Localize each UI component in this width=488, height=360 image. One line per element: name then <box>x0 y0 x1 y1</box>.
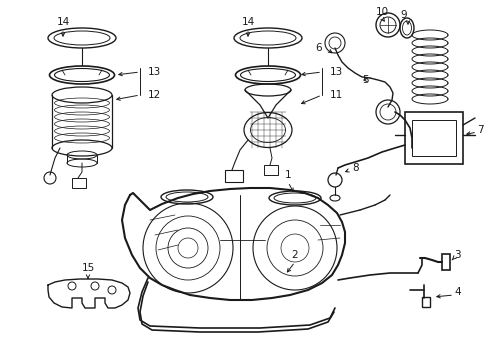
Text: 8: 8 <box>351 163 358 173</box>
Text: 10: 10 <box>375 7 388 17</box>
Text: 12: 12 <box>148 90 161 100</box>
Text: 2: 2 <box>291 250 298 260</box>
Bar <box>421 297 429 307</box>
Bar <box>72 178 86 188</box>
Text: 13: 13 <box>148 67 161 77</box>
Text: 9: 9 <box>399 10 406 20</box>
Text: 6: 6 <box>315 43 321 53</box>
Text: 11: 11 <box>329 90 343 100</box>
Text: 7: 7 <box>476 125 483 135</box>
Bar <box>441 254 449 270</box>
Bar <box>411 120 455 156</box>
Bar <box>404 112 462 164</box>
Text: 13: 13 <box>329 67 343 77</box>
Text: 14: 14 <box>56 17 69 27</box>
Text: 14: 14 <box>241 17 254 27</box>
Bar <box>264 165 278 175</box>
Bar <box>224 170 243 182</box>
Text: 15: 15 <box>81 263 95 273</box>
Text: 1: 1 <box>284 170 291 180</box>
Text: 5: 5 <box>361 75 368 85</box>
Text: 4: 4 <box>453 287 460 297</box>
Text: 3: 3 <box>453 250 460 260</box>
